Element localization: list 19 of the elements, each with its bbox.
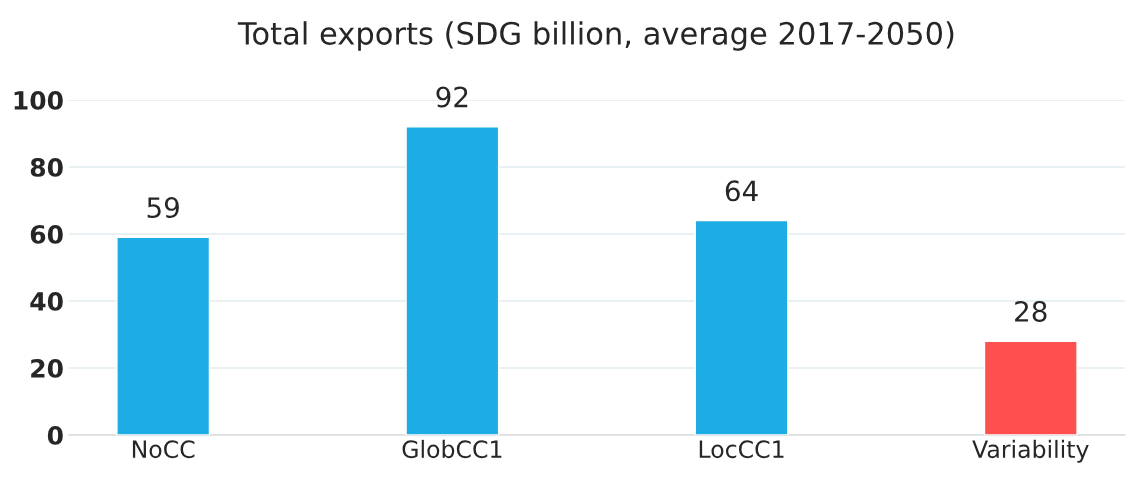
bar xyxy=(694,219,789,435)
x-tick-label: GlobCC1 xyxy=(402,439,502,459)
bar xyxy=(116,236,211,435)
x-tick-label: LocCC1 xyxy=(699,440,784,459)
data-label: 92 xyxy=(436,86,468,108)
y-tick-label: 60 xyxy=(30,224,63,244)
bar xyxy=(405,126,500,435)
x-tick-label: Variability xyxy=(972,439,1089,463)
x-tick-label: NoCC xyxy=(132,440,195,459)
data-label: 28 xyxy=(1015,300,1047,322)
bar xyxy=(983,340,1078,435)
chart-title: Total exports (SDG billion, average 2017-2050) xyxy=(237,21,954,51)
y-tick-label: 40 xyxy=(30,291,63,311)
y-tick-label: 20 xyxy=(31,358,63,378)
data-label: 64 xyxy=(725,180,758,202)
y-tick-label: 0 xyxy=(47,425,63,445)
y-tick-label: 80 xyxy=(30,157,63,177)
y-tick-label: 100 xyxy=(14,90,63,110)
data-label: 59 xyxy=(147,197,179,219)
